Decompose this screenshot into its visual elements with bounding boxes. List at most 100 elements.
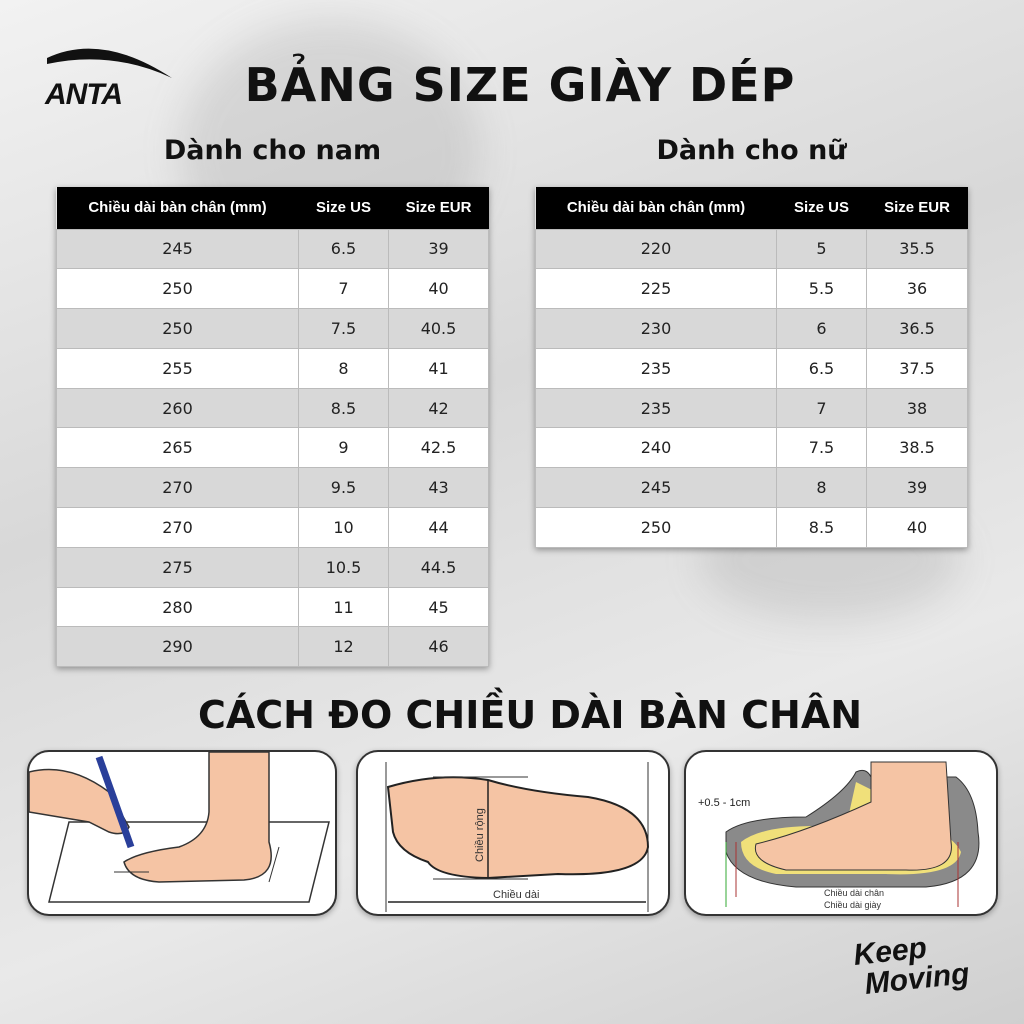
women-size-table: Chiều dài bàn chân (mm) Size US Size EUR… bbox=[535, 187, 968, 548]
table-cell: 245 bbox=[535, 467, 777, 509]
table-cell: 6.5 bbox=[776, 347, 867, 389]
table-cell: 40.5 bbox=[388, 308, 489, 349]
table-row: 235 6.5 37.5 bbox=[535, 347, 968, 389]
table-cell: 12 bbox=[298, 626, 389, 668]
table-cell: 255 bbox=[56, 347, 299, 389]
table-row: 270 9.5 43 bbox=[56, 467, 489, 509]
slogan: Keep Moving bbox=[852, 929, 971, 1000]
table-cell: 44.5 bbox=[388, 546, 489, 588]
page-title: BẢNG SIZE GIÀY DÉP bbox=[244, 58, 796, 112]
shoe-fit-illustration: +0.5 - 1cm Chiều dài chân Chiều dài giày bbox=[698, 761, 980, 910]
table-row: 265 9 42.5 bbox=[56, 427, 489, 469]
men-heading: Dành cho nam bbox=[163, 135, 382, 166]
measure-panel-dimensions: Chiều rộng Chiều dài bbox=[356, 750, 670, 916]
table-row: 245 6.5 39 bbox=[56, 228, 489, 270]
table-cell: 225 bbox=[535, 268, 777, 310]
table-cell: 9 bbox=[298, 427, 389, 469]
table-row: 280 11 45 bbox=[56, 586, 489, 628]
table-row: 275 10.5 44.5 bbox=[56, 546, 489, 588]
table-cell: 6 bbox=[776, 308, 867, 349]
col-header: Size EUR bbox=[866, 187, 968, 229]
table-row: 260 8.5 42 bbox=[56, 387, 489, 429]
table-cell: 7 bbox=[776, 387, 867, 429]
table-row: 255 8 41 bbox=[56, 347, 489, 389]
col-header: Size US bbox=[776, 187, 867, 229]
foot-length-label: Chiều dài chân bbox=[824, 888, 884, 898]
table-cell: 10 bbox=[298, 507, 389, 548]
table-cell: 7.5 bbox=[298, 308, 389, 349]
table-cell: 240 bbox=[535, 427, 777, 469]
col-header: Chiều dài bàn chân (mm) bbox=[535, 187, 777, 229]
table-cell: 8.5 bbox=[298, 387, 389, 429]
table-row: 290 12 46 bbox=[56, 626, 489, 668]
table-cell: 250 bbox=[535, 507, 777, 548]
table-cell: 39 bbox=[388, 228, 489, 270]
table-cell: 9.5 bbox=[298, 467, 389, 509]
table-cell: 275 bbox=[56, 546, 299, 588]
table-cell: 250 bbox=[56, 268, 299, 310]
table-cell: 44 bbox=[388, 507, 489, 548]
foot-tracing-illustration bbox=[29, 752, 330, 903]
table-cell: 6.5 bbox=[298, 228, 389, 270]
col-header: Chiều dài bàn chân (mm) bbox=[56, 187, 299, 229]
table-row: 220 5 35.5 bbox=[535, 228, 968, 270]
table-cell: 40 bbox=[866, 507, 968, 548]
table-cell: 38.5 bbox=[866, 427, 968, 469]
table-row: 235 7 38 bbox=[535, 387, 968, 429]
table-row: 245 8 39 bbox=[535, 467, 968, 509]
table-row: 250 8.5 40 bbox=[535, 507, 968, 548]
foot-dimension-illustration: Chiều rộng Chiều dài bbox=[385, 762, 650, 912]
table-cell: 260 bbox=[56, 387, 299, 429]
table-cell: 235 bbox=[535, 387, 777, 429]
table-cell: 290 bbox=[56, 626, 299, 668]
table-cell: 7.5 bbox=[776, 427, 867, 469]
table-cell: 8 bbox=[776, 467, 867, 509]
women-heading: Dành cho nữ bbox=[656, 135, 847, 166]
table-cell: 42 bbox=[388, 387, 489, 429]
table-cell: 11 bbox=[298, 586, 389, 628]
table-cell: 40 bbox=[388, 268, 489, 310]
logo-text: ANTA bbox=[45, 78, 123, 111]
table-cell: 5 bbox=[776, 228, 867, 270]
table-cell: 235 bbox=[535, 347, 777, 389]
table-cell: 230 bbox=[535, 308, 777, 349]
table-cell: 270 bbox=[56, 467, 299, 509]
table-cell: 45 bbox=[388, 586, 489, 628]
shoe-length-label: Chiều dài giày bbox=[824, 900, 882, 910]
table-cell: 39 bbox=[866, 467, 968, 509]
table-cell: 270 bbox=[56, 507, 299, 548]
width-label: Chiều rộng bbox=[474, 808, 486, 862]
table-cell: 8 bbox=[298, 347, 389, 389]
table-cell: 220 bbox=[535, 228, 777, 270]
table-cell: 38 bbox=[866, 387, 968, 429]
table-cell: 36 bbox=[866, 268, 968, 310]
table-cell: 250 bbox=[56, 308, 299, 349]
table-cell: 43 bbox=[388, 467, 489, 509]
measure-panel-shoe: +0.5 - 1cm Chiều dài chân Chiều dài giày bbox=[684, 750, 998, 916]
table-cell: 46 bbox=[388, 626, 489, 668]
table-cell: 10.5 bbox=[298, 546, 389, 588]
table-row: 230 6 36.5 bbox=[535, 308, 968, 349]
table-cell: 5.5 bbox=[776, 268, 867, 310]
table-cell: 265 bbox=[56, 427, 299, 469]
measure-heading: CÁCH ĐO CHIỀU DÀI BÀN CHÂN bbox=[197, 693, 863, 737]
length-label: Chiều dài bbox=[493, 889, 539, 901]
table-cell: 37.5 bbox=[866, 347, 968, 389]
table-cell: 8.5 bbox=[776, 507, 867, 548]
table-cell: 42.5 bbox=[388, 427, 489, 469]
men-size-table: Chiều dài bàn chân (mm) Size US Size EUR… bbox=[56, 187, 489, 668]
table-row: 240 7.5 38.5 bbox=[535, 427, 968, 469]
table-row: 250 7 40 bbox=[56, 268, 489, 310]
table-cell: 280 bbox=[56, 586, 299, 628]
table-row: 250 7.5 40.5 bbox=[56, 308, 489, 349]
table-row: 225 5.5 36 bbox=[535, 268, 968, 310]
table-cell: 245 bbox=[56, 228, 299, 270]
col-header: Size EUR bbox=[388, 187, 489, 229]
table-cell: 35.5 bbox=[866, 228, 968, 270]
anta-logo: ANTA bbox=[42, 40, 177, 115]
table-cell: 7 bbox=[298, 268, 389, 310]
table-cell: 36.5 bbox=[866, 308, 968, 349]
table-row: 270 10 44 bbox=[56, 507, 489, 548]
col-header: Size US bbox=[298, 187, 389, 229]
allowance-label: +0.5 - 1cm bbox=[698, 797, 750, 809]
